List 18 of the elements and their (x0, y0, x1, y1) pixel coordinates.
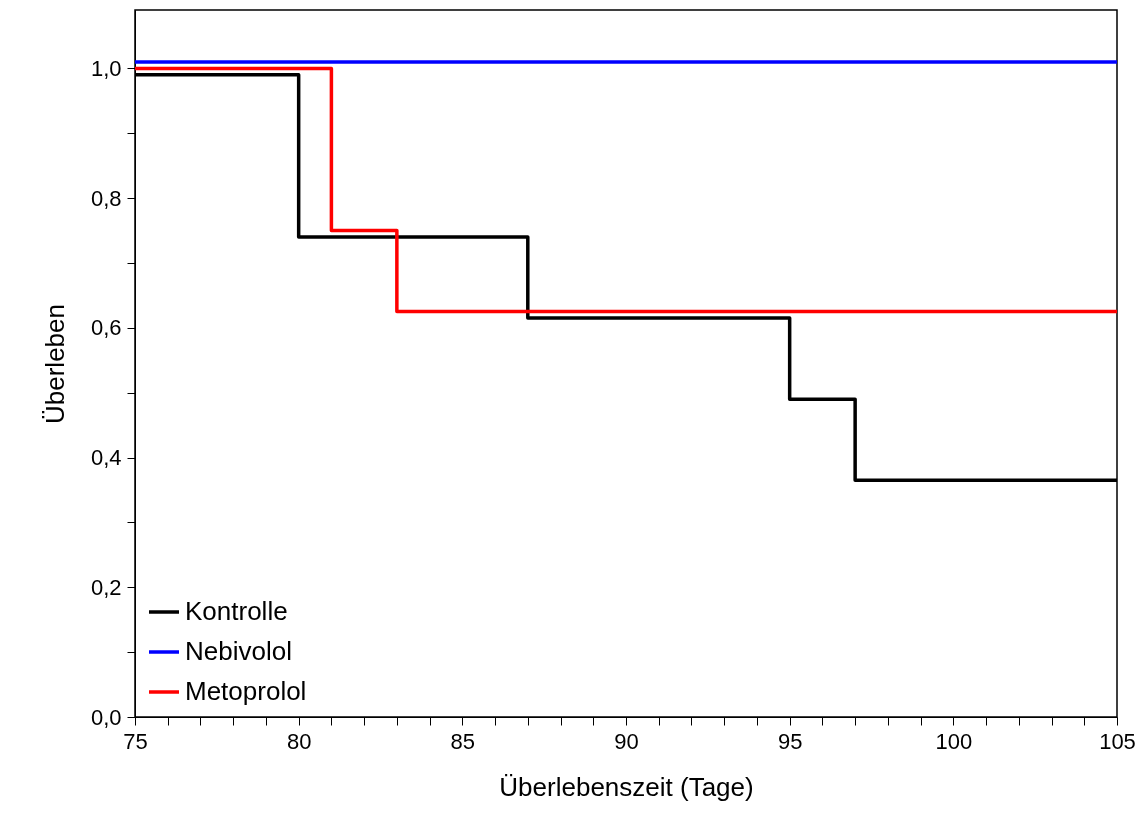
x-axis-title: Überlebenszeit (Tage) (499, 771, 754, 802)
x-tick-label: 90 (614, 728, 639, 754)
x-tick-label: 105 (1099, 728, 1136, 754)
y-tick-label: 0,8 (90, 185, 122, 211)
x-tick-label: 85 (450, 728, 476, 754)
y-tick-label: 0,4 (90, 445, 122, 471)
x-tick-label: 100 (935, 728, 973, 754)
y-axis-title: Überleben (39, 304, 70, 424)
x-tick-label: 95 (777, 728, 803, 754)
x-tick-label: 80 (286, 728, 312, 754)
x-tick-label: 75 (123, 728, 148, 754)
y-tick-label: 0,2 (90, 574, 122, 600)
legend-label: Nebivolol (185, 636, 292, 666)
y-tick-label: 0,6 (90, 315, 122, 341)
y-tick-label: 0,0 (90, 704, 122, 730)
legend-label: Metoprolol (185, 676, 307, 706)
y-tick-label: 1,0 (90, 55, 122, 81)
legend-label: Kontrolle (185, 596, 288, 626)
